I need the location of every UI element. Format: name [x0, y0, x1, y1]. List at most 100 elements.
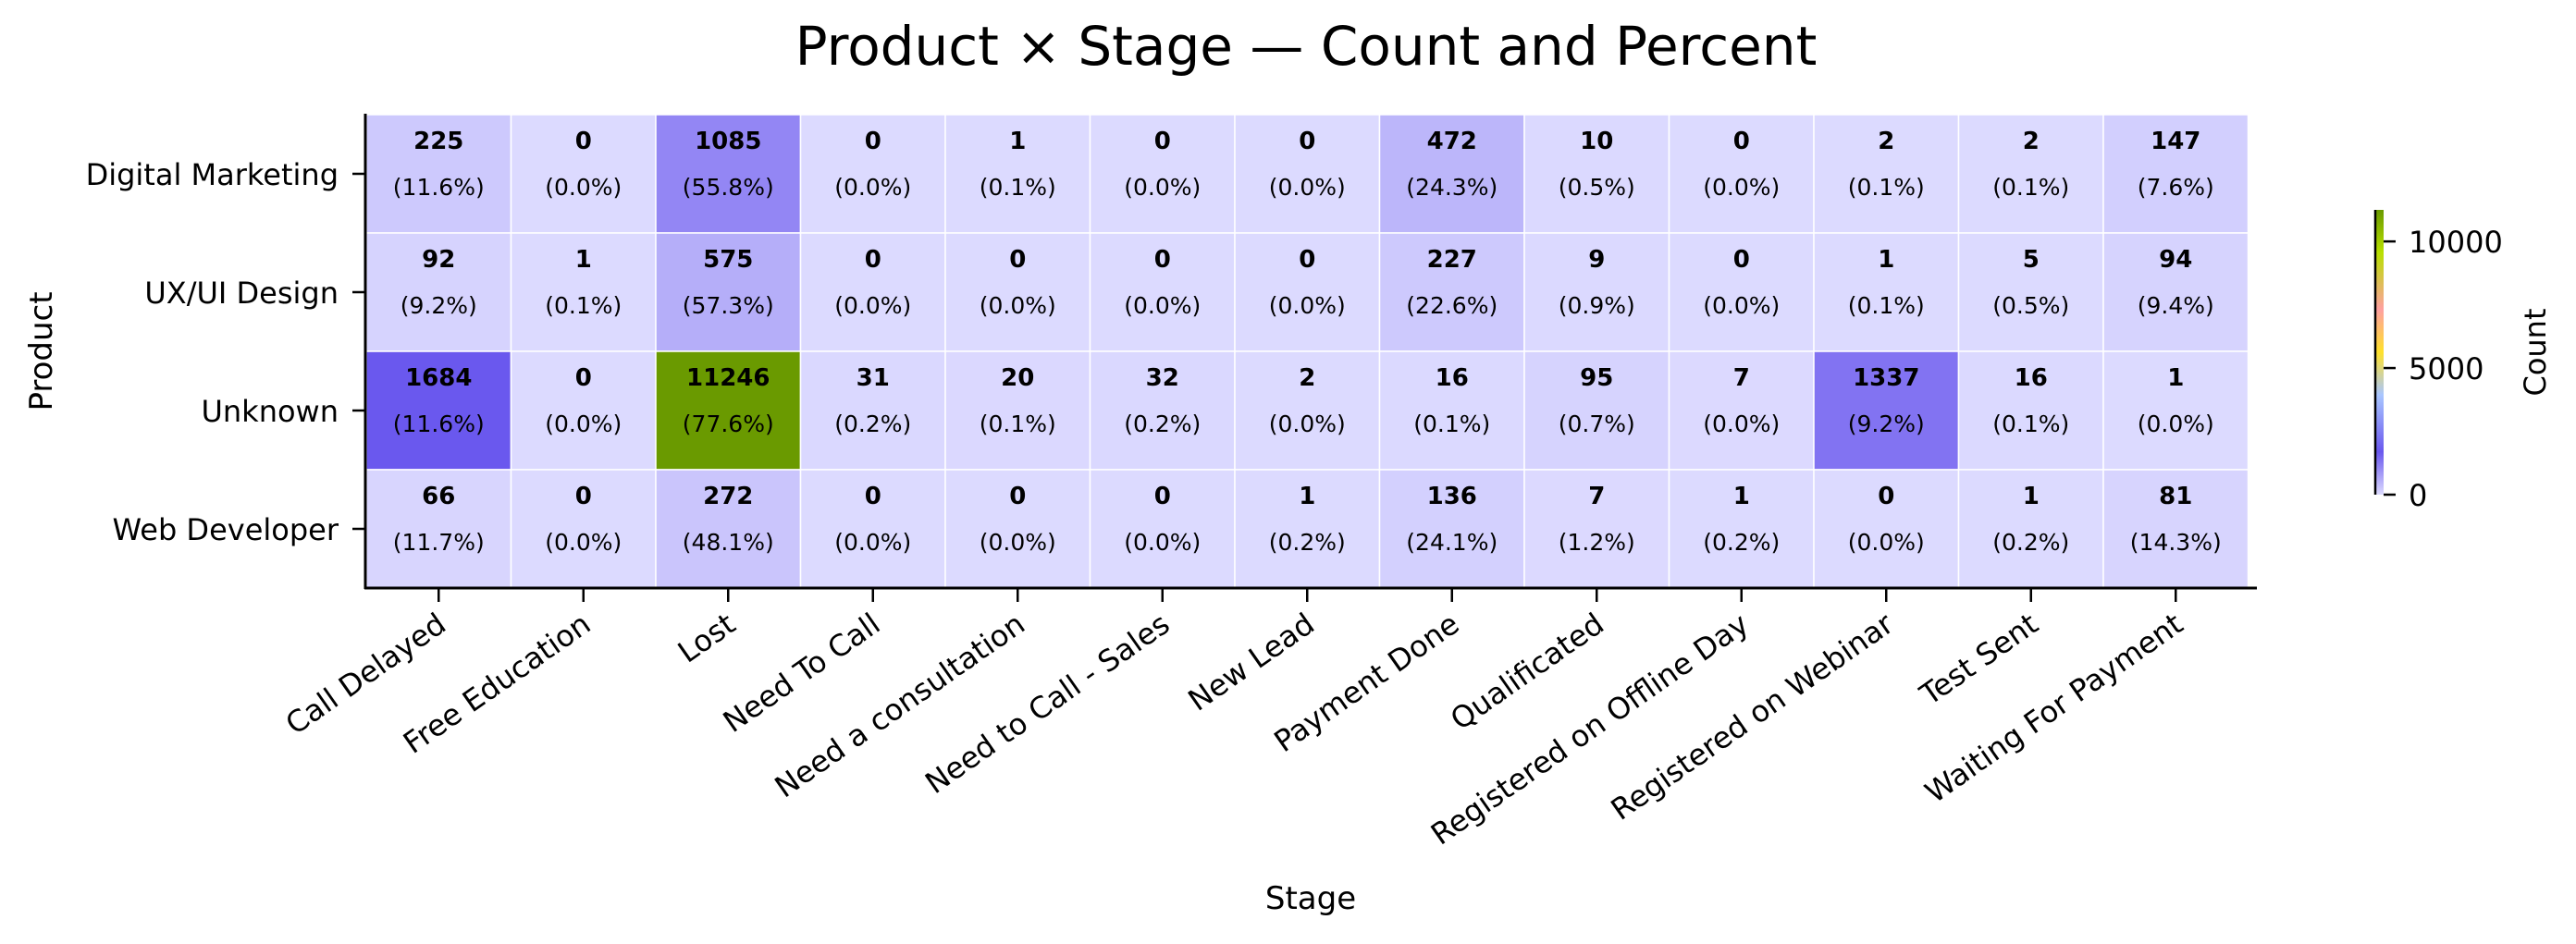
y-tick-label: Digital Marketing: [86, 157, 339, 192]
colorbar-label: Count: [2518, 308, 2553, 396]
cell-percent-label: (0.5%): [1992, 292, 2069, 319]
heatmap-cell: [1523, 469, 1670, 589]
cell-percent-label: (1.2%): [1559, 529, 1635, 556]
cell-count-label: 66: [422, 483, 455, 510]
cell-count-label: 0: [865, 483, 881, 510]
cell-percent-label: (0.0%): [1703, 292, 1780, 319]
cell-percent-label: (0.7%): [1559, 411, 1635, 437]
cell-percent-label: (9.2%): [401, 292, 477, 319]
cell-percent-label: (14.3%): [2130, 529, 2222, 556]
heatmap-cell: [1089, 232, 1236, 352]
cell-percent-label: (0.0%): [1124, 292, 1201, 319]
cell-count-label: 0: [1299, 128, 1315, 155]
heatmap-cell: [1957, 232, 2104, 352]
cell-percent-label: (0.0%): [1703, 411, 1780, 437]
heatmap-cell: [2102, 350, 2249, 471]
x-axis-label: Stage: [1265, 880, 1356, 917]
cell-count-label: 0: [1154, 128, 1171, 155]
cell-count-label: 272: [703, 483, 753, 510]
cell-count-label: 1: [1733, 483, 1750, 510]
x-tick-label: Lost: [672, 606, 742, 669]
cell-count-label: 31: [857, 364, 890, 392]
heatmap-cells: [365, 114, 2249, 589]
heatmap-cell: [799, 232, 946, 352]
cell-percent-label: (57.3%): [683, 292, 774, 319]
cell-count-label: 0: [1154, 246, 1171, 274]
heatmap-cell: [1668, 114, 1815, 234]
heatmap-cell: [1089, 469, 1236, 589]
heatmap-cell: [365, 350, 512, 471]
cell-percent-label: (0.0%): [980, 292, 1056, 319]
heatmap-cell: [655, 232, 802, 352]
heatmap-cell: [655, 114, 802, 234]
cell-count-label: 11246: [686, 364, 770, 392]
colorbar: Count 0 5000 10000: [2373, 210, 2553, 513]
cell-count-label: 0: [1733, 246, 1750, 274]
cell-percent-label: (0.5%): [1559, 174, 1635, 201]
cell-percent-label: (77.6%): [683, 411, 774, 437]
cell-count-label: 0: [1878, 483, 1894, 510]
cell-count-label: 2: [2023, 128, 2040, 155]
cell-percent-label: (0.2%): [1269, 529, 1346, 556]
cell-percent-label: (0.0%): [980, 529, 1056, 556]
heatmap-cell: [799, 114, 946, 234]
heatmap-cell: [1957, 469, 2104, 589]
cell-percent-label: (7.6%): [2138, 174, 2214, 201]
heatmap-cell: [655, 350, 802, 471]
cell-count-label: 95: [1580, 364, 1613, 392]
cell-percent-label: (0.0%): [545, 529, 622, 556]
cell-percent-label: (0.0%): [1269, 292, 1346, 319]
cell-percent-label: (0.0%): [1269, 174, 1346, 201]
cell-percent-label: (9.2%): [1848, 411, 1925, 437]
cell-count-label: 0: [1154, 483, 1171, 510]
cell-percent-label: (0.0%): [1124, 174, 1201, 201]
heatmap-cell: [1957, 114, 2104, 234]
heatmap-cell: [1378, 232, 1525, 352]
colorbar-tick-label: 0: [2409, 478, 2427, 513]
cell-count-label: 32: [1146, 364, 1179, 392]
heatmap-cell: [2102, 114, 2249, 234]
cell-percent-label: (0.2%): [1124, 411, 1201, 437]
cell-percent-label: (55.8%): [683, 174, 774, 201]
cell-count-label: 0: [575, 128, 592, 155]
y-axis-ticks: Digital Marketing UX/UI Design Unknown Web …: [86, 157, 365, 547]
cell-percent-label: (0.9%): [1559, 292, 1635, 319]
heatmap-cell: [1523, 350, 1670, 471]
cell-percent-label: (0.0%): [1848, 529, 1925, 556]
heatmap-cell: [365, 232, 512, 352]
cell-percent-label: (0.0%): [1124, 529, 1201, 556]
cell-percent-label: (0.0%): [1703, 174, 1780, 201]
cell-percent-label: (0.0%): [834, 292, 911, 319]
heatmap-cell: [944, 114, 1091, 234]
cell-percent-label: (0.1%): [1848, 174, 1925, 201]
heatmap-cell: [510, 114, 657, 234]
cell-percent-label: (24.3%): [1406, 174, 1498, 201]
heatmap-cell: [799, 469, 946, 589]
heatmap-cell: [1813, 350, 1960, 471]
cell-count-label: 2: [1878, 128, 1894, 155]
cell-count-label: 1684: [405, 364, 472, 392]
cell-count-label: 472: [1427, 128, 1477, 155]
heatmap-cell: [1813, 469, 1960, 589]
cell-percent-label: (24.1%): [1406, 529, 1498, 556]
heatmap-cell: [655, 469, 802, 589]
heatmap-cell: [365, 469, 512, 589]
cell-count-label: 1085: [695, 128, 761, 155]
cell-percent-label: (9.4%): [2138, 292, 2214, 319]
heatmap-cell: [944, 350, 1091, 471]
cell-count-label: 1: [575, 246, 592, 274]
cell-percent-label: (0.2%): [1992, 529, 2069, 556]
cell-percent-label: (0.0%): [834, 529, 911, 556]
cell-count-label: 1: [2023, 483, 2040, 510]
cell-count-label: 20: [1001, 364, 1034, 392]
colorbar-fill: [2375, 210, 2384, 495]
cell-count-label: 81: [2159, 483, 2192, 510]
cell-labels: 225(11.6%)0(0.0%)1085(55.8%)0(0.0%)1(0.1…: [393, 128, 2222, 556]
cell-count-label: 0: [1299, 246, 1315, 274]
heatmap-cell: [1668, 469, 1815, 589]
cell-count-label: 0: [575, 483, 592, 510]
cell-percent-label: (11.6%): [393, 174, 485, 201]
